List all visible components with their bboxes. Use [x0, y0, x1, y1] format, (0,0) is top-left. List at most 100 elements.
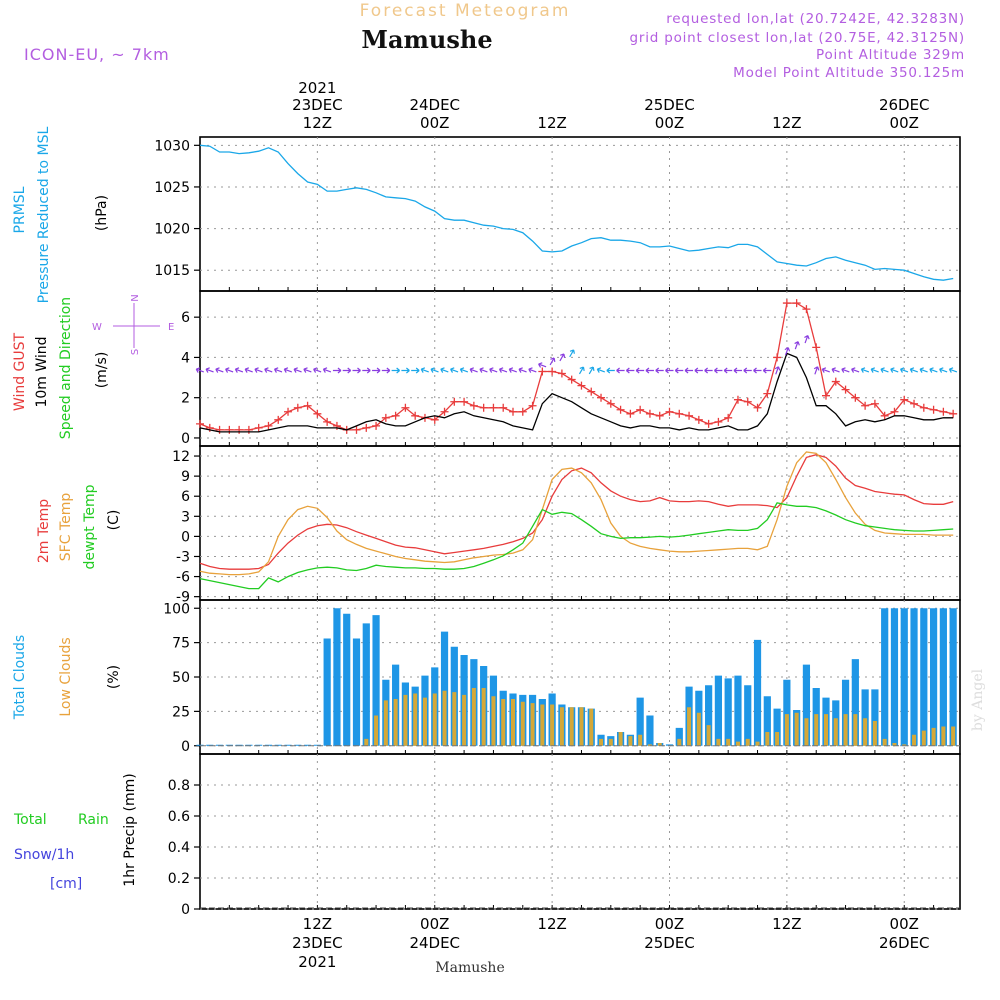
low-clouds-bar	[550, 704, 555, 746]
low-clouds-bar	[872, 721, 877, 746]
total-clouds-bar	[753, 639, 762, 746]
wind-arrow	[939, 367, 948, 373]
2m-temp-line	[199, 454, 954, 570]
low-clouds-bar	[608, 738, 613, 746]
gust-marker	[675, 409, 684, 418]
low-clouds-bar	[687, 707, 692, 746]
wind-arrow-shape	[469, 367, 478, 373]
temperature-ytick-label: -9	[176, 590, 190, 606]
gust-marker	[225, 425, 234, 434]
wind-arrow-shape	[264, 367, 273, 373]
total-clouds-bar	[851, 659, 859, 746]
clouds-ytick-label: 25	[172, 704, 190, 720]
gust-marker	[812, 343, 821, 352]
wind-arrow	[890, 367, 899, 373]
wind-arrow	[723, 367, 733, 374]
low-clouds-bar	[853, 714, 858, 746]
gust-marker	[196, 419, 204, 428]
wind-arrow	[635, 367, 645, 374]
wind-arrow	[401, 367, 410, 374]
wind-arrow-shape	[625, 367, 635, 374]
total-clouds-bar	[929, 608, 938, 746]
wind-arrow	[784, 347, 791, 356]
wind-ytick-label: 0	[181, 431, 190, 447]
wind-arrow-shape	[303, 367, 312, 373]
low-clouds-bar	[814, 714, 819, 746]
low-clouds-bar	[706, 725, 711, 746]
gust-marker	[460, 397, 469, 406]
wind-arrow-shape	[195, 367, 204, 373]
low-clouds-bar	[471, 688, 476, 746]
gust-marker	[861, 401, 870, 410]
wind-arrow-shape	[440, 367, 449, 373]
compass-icon: N S W E	[92, 294, 174, 355]
wind-arrow-shape	[381, 367, 391, 374]
gust-marker	[430, 415, 439, 424]
temp-unit: (C)	[106, 510, 122, 531]
gust-marker	[685, 411, 694, 420]
wind-arrow	[225, 367, 234, 373]
wind-arrow-shape	[813, 366, 820, 375]
total-clouds-bar	[734, 675, 742, 746]
gust-marker	[949, 409, 958, 418]
temp-label-dewpt: dewpt Temp	[82, 484, 98, 569]
compass-e: E	[168, 322, 174, 333]
wind-ytick-label: 6	[181, 310, 190, 326]
gust-marker	[391, 411, 400, 420]
clouds-label-total: Total Clouds	[12, 635, 28, 720]
gust-marker	[645, 409, 654, 418]
wind-arrow	[479, 367, 488, 373]
wind-arrow	[411, 367, 420, 374]
gust-marker	[440, 407, 449, 416]
wind-arrow-shape	[723, 367, 733, 374]
gust-marker	[264, 421, 273, 430]
total-clouds-bar	[920, 608, 928, 746]
low-clouds-bar	[481, 688, 486, 746]
wind-label-speed-dir: Speed and Direction	[58, 297, 74, 439]
wind-arrow-shape	[645, 367, 654, 374]
clouds-unit: (%)	[106, 665, 122, 689]
gust-marker	[313, 409, 322, 418]
precip-ytick-label: 0.4	[168, 840, 190, 856]
low-clouds-bar	[442, 690, 447, 746]
total-clouds-bar	[724, 678, 732, 746]
wind-arrow	[860, 367, 870, 373]
wind-arrow-shape	[939, 367, 948, 373]
temp-label-2m: 2m Temp	[36, 499, 52, 563]
gust-marker	[284, 407, 293, 416]
low-clouds-bar	[491, 696, 496, 746]
wind-arrow-shape	[851, 367, 860, 373]
wind-arrow-shape	[205, 367, 214, 373]
total-clouds-bar	[646, 715, 654, 746]
wind-arrow-shape	[948, 367, 958, 373]
wind-arrow-shape	[549, 357, 556, 366]
wind-arrow-shape	[450, 367, 459, 373]
gust-marker	[694, 415, 703, 424]
wind-arrow	[489, 367, 498, 373]
low-clouds-bar	[833, 718, 838, 746]
low-clouds-bar	[530, 703, 535, 746]
wind-arrow-shape	[569, 349, 575, 358]
low-clouds-bar	[618, 732, 623, 746]
gust-marker	[528, 401, 537, 410]
10m-wind-line	[199, 352, 954, 433]
low-clouds-bar	[941, 726, 946, 746]
precip-ytick-label: 0.2	[168, 871, 190, 887]
pressure-ytick-label: 1020	[154, 222, 190, 238]
precip-unit: 1hr Precip (mm)	[122, 773, 138, 886]
total-clouds-bar	[714, 675, 723, 746]
bottom-time-label: 26DEC	[879, 934, 930, 952]
wind-arrow-shape	[420, 367, 429, 373]
location-title: Mamushe	[361, 25, 492, 54]
precip-ytick-label: 0.6	[168, 809, 190, 825]
gust-marker	[323, 417, 332, 426]
wind-arrow-shape	[694, 367, 703, 374]
wind-arrow-shape	[890, 367, 899, 373]
wind-arrow-shape	[880, 367, 889, 373]
wind-arrow-shape	[538, 362, 547, 368]
low-clouds-bar	[628, 736, 633, 746]
low-clouds-bar	[912, 734, 917, 746]
wind-arrow-shape	[391, 367, 401, 374]
wind-arrow	[372, 367, 381, 374]
top-time-label: 23DEC	[292, 96, 343, 114]
